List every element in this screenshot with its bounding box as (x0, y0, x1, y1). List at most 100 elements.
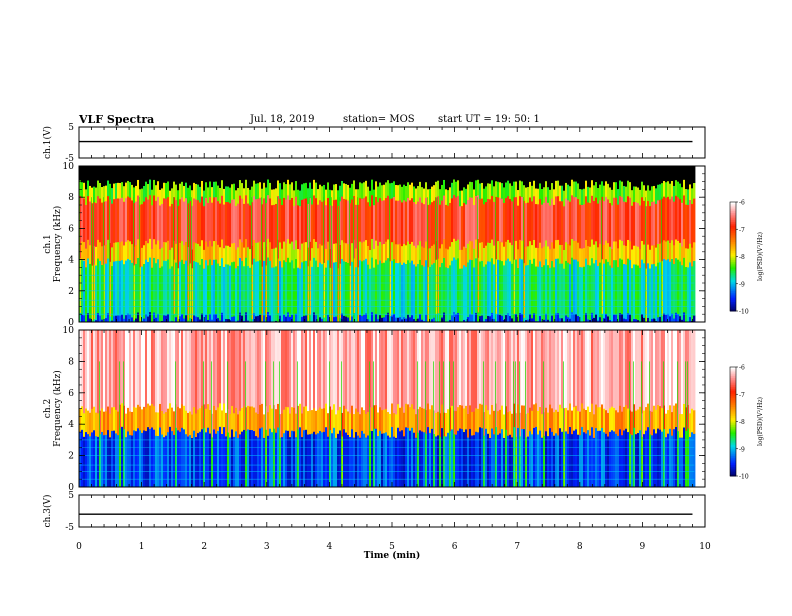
ch1-spectrogram-pixel (593, 317, 596, 323)
ch1-spectrogram-pixel (97, 180, 100, 197)
ch1-spectrogram-pixel (487, 260, 490, 316)
ch1-spectrogram-pixel (509, 198, 512, 243)
ch2-spectrogram-pixel (669, 404, 672, 429)
ch1-spectrogram-pixel (209, 259, 212, 315)
ch2-spectrogram-pixel (239, 410, 242, 435)
ch1-spectrogram-pixel (381, 317, 384, 323)
ch2-spectrogram-pixel (489, 437, 492, 488)
ch2-colorbar-swatch (730, 376, 736, 379)
ch2-spectrogram-pixel (289, 330, 292, 414)
ch1-colorbar-swatch (730, 234, 736, 238)
ch1-spectrogram-pixel (355, 266, 358, 322)
ch1-spectrogram-pixel (365, 196, 368, 241)
ch1-spectrogram-pixel (285, 183, 288, 200)
ch2-spectrogram-pixel (395, 330, 398, 415)
ch2-spectrogram-pixel (263, 330, 266, 415)
ch1-spectrogram-pixel (349, 246, 352, 266)
ch1-spectrogram-pixel (109, 261, 112, 317)
ch1-spectrogram-pixel (175, 166, 178, 185)
ch1-spectrogram-pixel (573, 196, 576, 241)
ch1-spectrogram-pixel (119, 166, 122, 184)
ch2-spectrogram-pixel (405, 426, 408, 488)
ch1-spectrogram-pixel (229, 187, 232, 204)
ch1-spectrogram-pixel (489, 261, 492, 317)
ch2-spectrogram-pixel (495, 330, 498, 404)
ch1-spectrogram-pixel (443, 238, 446, 258)
ch1-spectrogram-pixel (669, 198, 672, 243)
ch1-spectrogram-pixel (277, 180, 280, 197)
ch1-spectrogram-pixel (445, 188, 448, 205)
ch1-spectrogram-pixel (675, 195, 678, 240)
ch2-spectrogram-pixel (519, 412, 522, 437)
ch2-spectrogram-burst (123, 361, 124, 487)
ch1-spectrogram-pixel (657, 262, 660, 318)
ch2-spectrogram-pixel (305, 405, 308, 430)
ch2-spectrogram-pixel (511, 413, 514, 438)
ch1-spectrogram-pixel (117, 198, 120, 243)
ch1-spectrogram-pixel (289, 261, 292, 317)
ch1-spectrogram-pixel (239, 195, 242, 240)
ch1-spectrogram-pixel (83, 197, 86, 243)
ch1-spectrogram-pixel (397, 184, 400, 201)
ch2-spectrogram-pixel (387, 330, 390, 413)
ch1-spectrogram-pixel (367, 201, 370, 246)
ch1-spectrogram-pixel (183, 244, 186, 264)
ch2-spectrogram-pixel (629, 433, 632, 488)
ch1-colorbar-swatch (730, 287, 736, 290)
ch1-spectrogram-pixel (171, 265, 174, 321)
ch1-spectrogram-pixel (273, 166, 276, 190)
ch1-spectrogram-pixel (565, 182, 568, 199)
ch2-spectrogram-pixel (181, 427, 184, 488)
ch1-spectrogram-pixel (287, 179, 290, 196)
ch1-spectrogram-pixel (345, 261, 348, 317)
ch1-spectrogram-pixel (303, 198, 306, 243)
ch1-spectrogram-pixel (471, 240, 474, 261)
ch2-colorbar-swatch (730, 410, 736, 413)
ch1-spectrogram-pixel (229, 319, 232, 323)
ch1-spectrogram-pixel (433, 317, 436, 323)
ch1-spectrogram-pixel (87, 195, 90, 240)
ch1-spectrogram-pixel (619, 195, 622, 240)
ch1-spectrogram-pixel (121, 197, 124, 242)
ch1-spectrogram-pixel (507, 195, 510, 240)
ch1-spectrogram-pixel (669, 315, 672, 323)
ch1-spectrogram-pixel (267, 257, 270, 313)
ch2-spectrogram-pixel (161, 330, 164, 412)
ch1-spectrogram-pixel (351, 316, 354, 323)
ch1-colorbar-swatch (730, 258, 736, 261)
ch1-colorbar-tick-label: -8 (739, 254, 745, 261)
ch1-spectrogram-pixel (399, 262, 402, 318)
ch1-spectrogram-pixel (101, 319, 104, 323)
ch1-spectrogram-pixel (481, 260, 484, 316)
ch1-spectrogram-pixel (505, 241, 508, 261)
ch2-spectrogram-burst (443, 361, 444, 487)
ch2-spectrogram-pixel (645, 406, 648, 431)
ch1-spectrogram-pixel (387, 166, 390, 181)
ch2-spectrogram-pixel (605, 433, 608, 488)
ch1-spectrogram-burst (173, 197, 174, 322)
ch1-spectrogram-pixel (639, 166, 642, 190)
ch1-spectrogram-pixel (691, 203, 694, 248)
ch1-spectrogram-pixel (687, 166, 690, 190)
ch1-spectrogram-pixel (81, 181, 84, 198)
ch1-spectrogram-pixel (313, 179, 316, 196)
ch2-spectrogram-ytick-label: 6 (68, 389, 74, 399)
ch1-spectrogram-pixel (441, 243, 444, 263)
ch1-spectrogram-pixel (551, 241, 554, 262)
ch2-spectrogram-pixel (251, 330, 254, 407)
ch2-spectrogram-pixel (359, 413, 362, 438)
ch1-spectrogram-pixel (257, 166, 260, 184)
ch2-spectrogram-pixel (483, 435, 486, 488)
ch1-spectrogram-pixel (345, 183, 348, 200)
ch1-spectrogram-burst (309, 197, 310, 322)
ch1-spectrogram-pixel (535, 203, 538, 248)
ch1-spectrogram-pixel (177, 249, 180, 269)
ch1-spectrogram-pixel (591, 195, 594, 240)
ch1-spectrogram-pixel (121, 259, 124, 315)
ch2-spectrogram-pixel (331, 432, 334, 488)
ch1-spectrogram-pixel (661, 198, 664, 243)
ch1-spectrogram-pixel (591, 179, 594, 196)
ch1-spectrogram-pixel (137, 257, 140, 313)
ch2-spectrogram-pixel (613, 330, 616, 408)
ch1-spectrogram-pixel (661, 315, 664, 323)
